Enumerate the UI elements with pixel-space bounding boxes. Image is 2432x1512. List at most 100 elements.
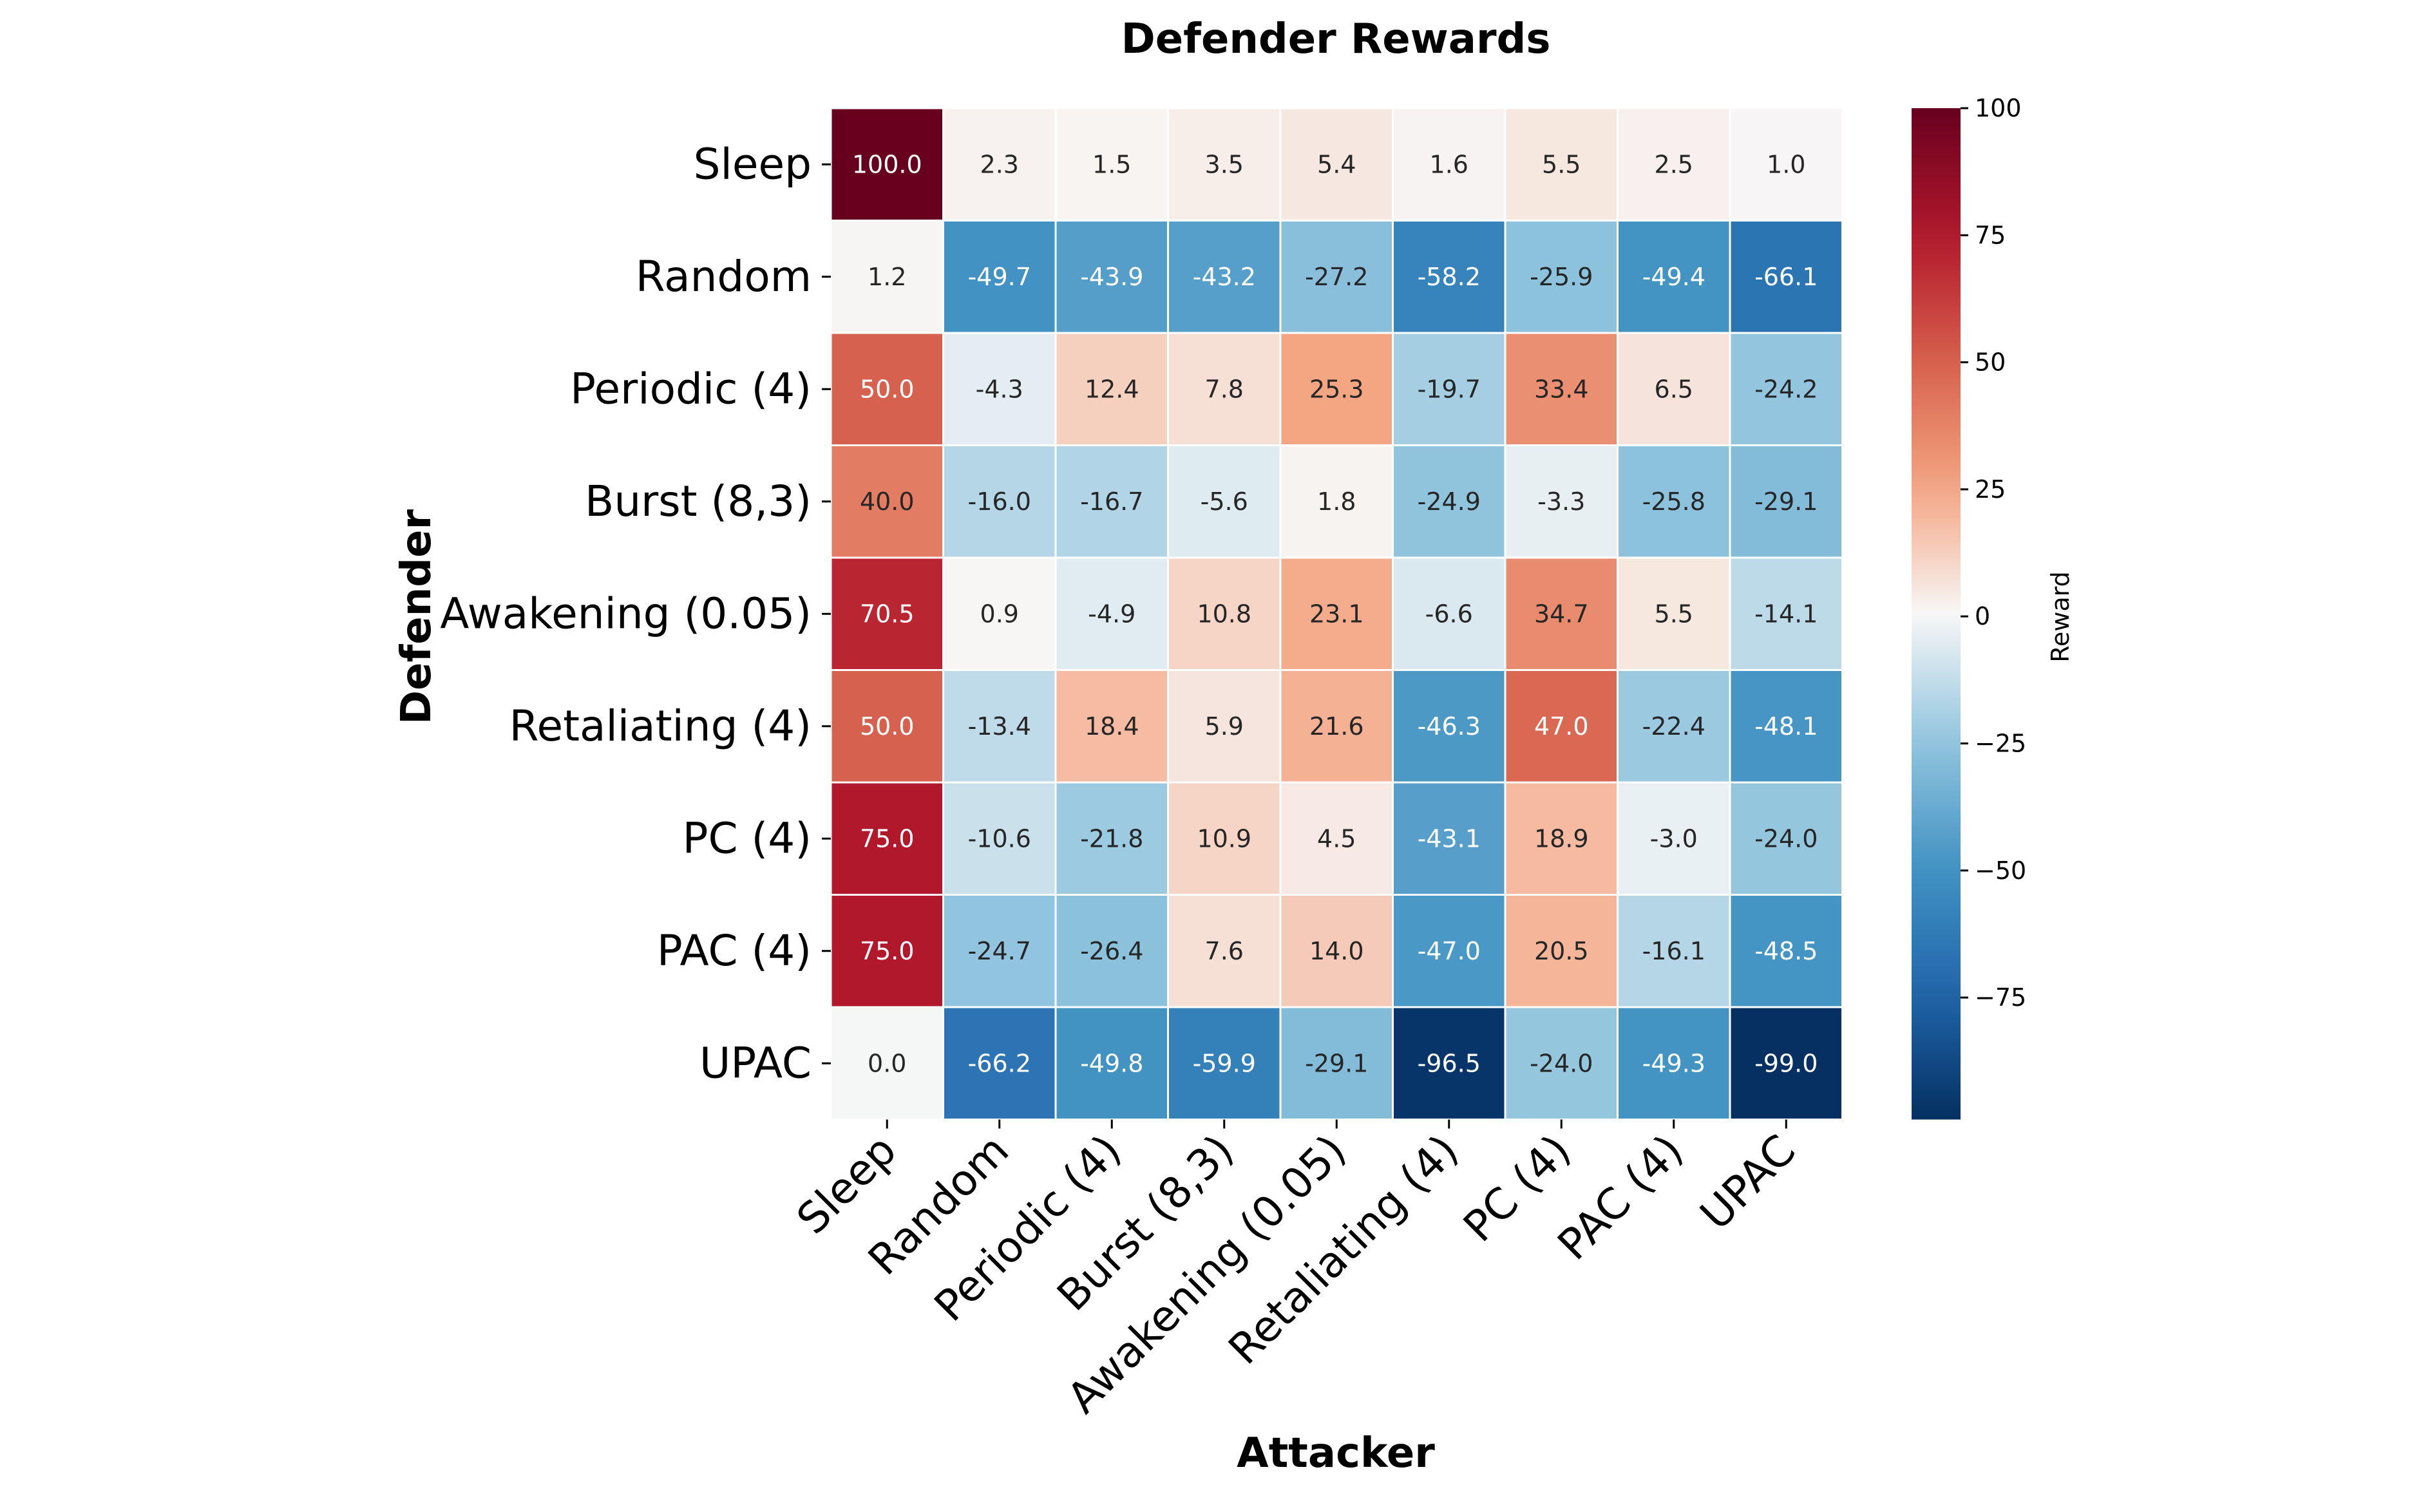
cell-value-label: 1.6 — [1430, 150, 1468, 178]
cell-value-label: -22.4 — [1642, 712, 1705, 741]
heatmap-cell — [830, 444, 944, 559]
cell-value-label: -59.9 — [1193, 1049, 1256, 1077]
cell-value-label: 75.0 — [860, 937, 915, 965]
heatmap-cells: 100.0 2.3 1.5 3.5 5.4 1.6 5.5 2.5 1.0 1.2 -49.7 -43… — [830, 107, 1843, 1120]
heatmap-cell — [942, 669, 1057, 784]
chart-title: Defender Rewards — [1121, 15, 1551, 63]
cell-value-label: 75.0 — [860, 824, 915, 853]
heatmap-cell — [942, 332, 1057, 446]
cell-value-label: 2.5 — [1655, 150, 1693, 178]
cell-value-label: -43.1 — [1418, 824, 1481, 853]
heatmap-cell — [1054, 1006, 1169, 1120]
heatmap-cell — [1279, 781, 1394, 896]
row-tick-label: Periodic (4) — [570, 364, 812, 413]
heatmap-cell — [830, 781, 944, 896]
heatmap-cell — [1054, 894, 1169, 1008]
cell-value-label: 5.5 — [1655, 600, 1693, 628]
row-tick-label: Random — [636, 252, 812, 301]
cell-value-label: 3.5 — [1205, 150, 1244, 178]
cell-value-label: -99.0 — [1754, 1049, 1818, 1077]
cell-value-label: 4.5 — [1317, 824, 1356, 853]
cell-value-label: -43.2 — [1193, 263, 1256, 291]
cell-value-label: 7.6 — [1205, 937, 1244, 965]
cell-value-label: -14.1 — [1754, 600, 1818, 628]
cell-value-label: -16.7 — [1080, 487, 1143, 516]
heatmap-cell — [1617, 107, 1731, 222]
heatmap-cell — [1279, 894, 1394, 1008]
heatmap-cell — [1167, 556, 1282, 671]
cell-value-label: 1.8 — [1317, 487, 1356, 516]
heatmap-cell — [942, 1006, 1057, 1120]
cell-value-label: -27.2 — [1305, 263, 1368, 291]
heatmap-cell — [1054, 107, 1169, 222]
heatmap-cell — [1279, 669, 1394, 784]
heatmap-cell — [1504, 332, 1619, 446]
heatmap-cell — [1729, 556, 1843, 671]
heatmap-cell — [942, 107, 1057, 222]
heatmap-cell — [1167, 1006, 1282, 1120]
cell-value-label: 100.0 — [852, 150, 922, 178]
row-tick-label: Awakening (0.05) — [440, 589, 812, 638]
cell-value-label: 1.0 — [1767, 150, 1805, 178]
cell-value-label: -49.8 — [1080, 1049, 1143, 1077]
cell-value-label: -10.6 — [968, 824, 1031, 853]
cell-value-label: 0.9 — [980, 600, 1019, 628]
colorbar-tick-label: −25 — [1975, 729, 2026, 757]
colorbar: 100 75 50 25 0 −25 −50 −75 — [1912, 94, 2026, 1120]
cell-value-label: -43.9 — [1080, 263, 1143, 291]
heatmap-cell — [1729, 444, 1843, 559]
cell-value-label: -16.0 — [968, 487, 1031, 516]
cell-value-label: -49.4 — [1642, 263, 1705, 291]
colorbar-gradient — [1912, 108, 1961, 1120]
cell-value-label: 23.1 — [1309, 600, 1364, 628]
cell-value-label: -19.7 — [1418, 375, 1481, 403]
heatmap-cell — [830, 894, 944, 1008]
colorbar-tick-label: 0 — [1975, 602, 1990, 630]
cell-value-label: 18.9 — [1534, 824, 1589, 853]
cell-value-label: 10.9 — [1197, 824, 1251, 853]
cell-value-label: -13.4 — [968, 712, 1031, 741]
cell-value-label: 5.5 — [1542, 150, 1581, 178]
cell-value-label: -25.8 — [1642, 487, 1705, 516]
heatmap-cell — [1167, 669, 1282, 784]
cell-value-label: -16.1 — [1642, 937, 1705, 965]
heatmap-cell — [1729, 1006, 1843, 1120]
cell-value-label: 33.4 — [1534, 375, 1589, 403]
cell-value-label: -66.2 — [968, 1049, 1031, 1077]
heatmap-cell — [1167, 332, 1282, 446]
cell-value-label: 5.9 — [1205, 712, 1244, 741]
cell-value-label: 47.0 — [1534, 712, 1589, 741]
heatmap-cell — [1504, 220, 1619, 334]
row-tick-label: Retaliating (4) — [509, 701, 812, 751]
cell-value-label: -24.0 — [1530, 1049, 1593, 1077]
cell-value-label: -66.1 — [1754, 263, 1818, 291]
heatmap-cell — [1504, 556, 1619, 671]
heatmap-cell — [830, 1006, 944, 1120]
cell-value-label: -48.5 — [1754, 937, 1818, 965]
cell-value-label: 2.3 — [980, 150, 1019, 178]
colorbar-tick-label: 25 — [1975, 475, 2006, 504]
cell-value-label: -29.1 — [1305, 1049, 1368, 1077]
heatmap-cell — [1054, 669, 1169, 784]
heatmap-cell — [1279, 332, 1394, 446]
column-tick-label: PAC (4) — [1548, 1125, 1693, 1269]
heatmap-cell — [1392, 1006, 1506, 1120]
cell-value-label: -49.7 — [968, 263, 1031, 291]
cell-value-label: -24.0 — [1754, 824, 1818, 853]
heatmap-cell — [830, 332, 944, 446]
cell-value-label: -4.3 — [976, 375, 1023, 403]
cell-value-label: -25.9 — [1530, 263, 1593, 291]
cell-value-label: -29.1 — [1754, 487, 1818, 516]
cell-value-label: -4.9 — [1088, 600, 1135, 628]
heatmap-cell — [1729, 220, 1843, 334]
heatmap-cell — [1392, 894, 1506, 1008]
colorbar-tick-label: 75 — [1975, 221, 2006, 249]
cell-value-label: -49.3 — [1642, 1049, 1705, 1077]
heatmap-cell — [1054, 220, 1169, 334]
heatmap-cell — [830, 556, 944, 671]
cell-value-label: 20.5 — [1534, 937, 1589, 965]
cell-value-label: -3.0 — [1650, 824, 1698, 853]
heatmap-cell — [1054, 556, 1169, 671]
